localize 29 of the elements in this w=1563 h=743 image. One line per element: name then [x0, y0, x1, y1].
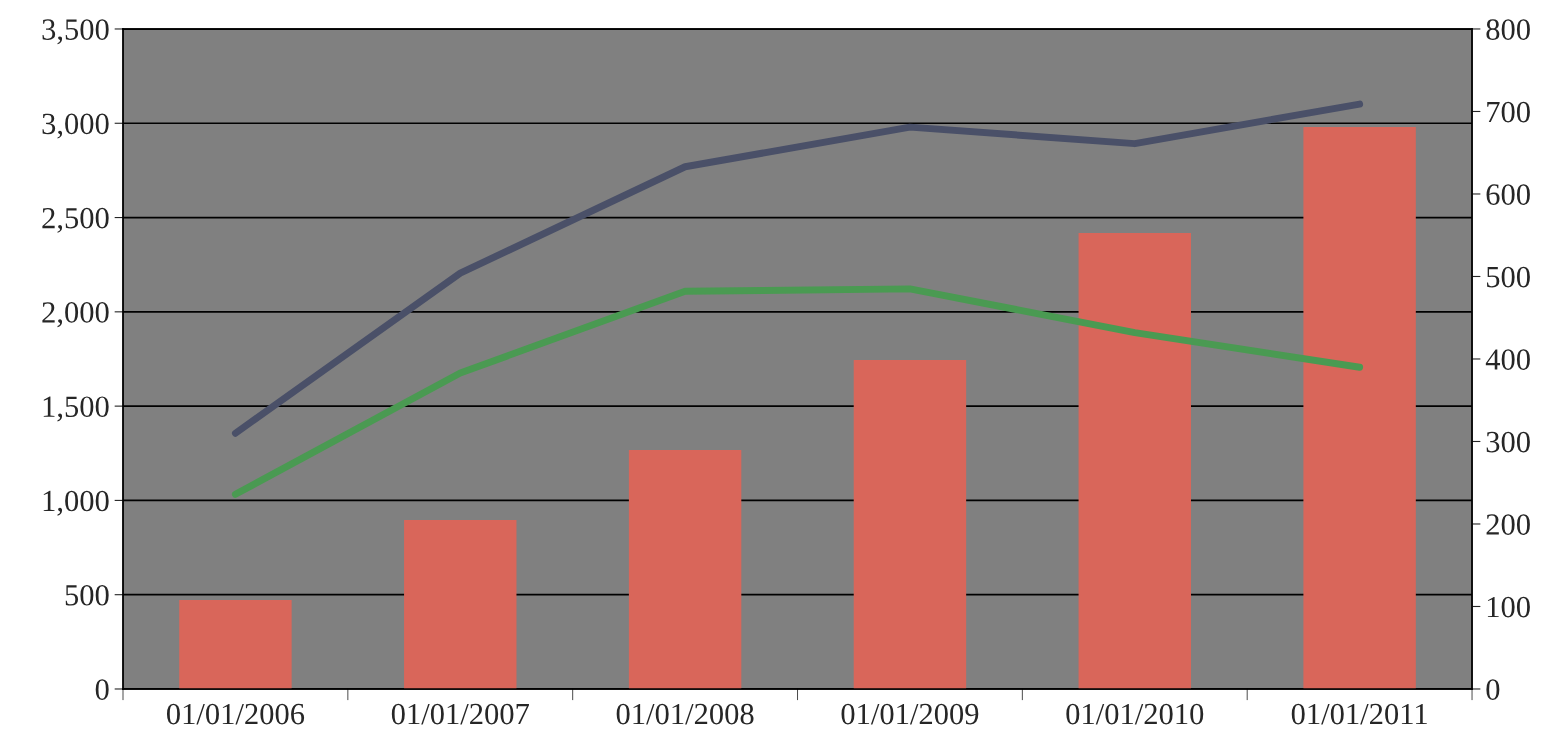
- y-tick-label: 0: [95, 679, 109, 700]
- bar: [179, 599, 292, 689]
- y-tick-label: 2,500: [42, 207, 109, 233]
- y-tick-label: 2,000: [42, 302, 109, 328]
- y2-tick-label: 700: [1487, 101, 1530, 123]
- y2-tick-label: 500: [1487, 266, 1530, 288]
- x-tick-label: 01/01/2011: [1291, 703, 1427, 725]
- y-tick-label: 3,000: [42, 113, 109, 139]
- y2-tick-label: 200: [1486, 514, 1530, 535]
- y2-tick-label: 0: [1486, 679, 1500, 700]
- bar: [1078, 233, 1191, 689]
- x-tick-label: 01/01/2010: [1066, 703, 1204, 725]
- y2-tick-label: 600: [1486, 184, 1530, 205]
- y2-tick-label: 800: [1486, 19, 1530, 40]
- y2-tick-label: 400: [1485, 349, 1530, 370]
- bar: [853, 360, 967, 689]
- x-tick-label: 01/01/2008: [616, 703, 754, 725]
- y-tick-label: 1,500: [43, 396, 109, 422]
- y-tick-label: 3,500: [42, 19, 109, 45]
- bar: [404, 520, 517, 689]
- y-tick-label: 500: [65, 584, 109, 606]
- bar: [1303, 127, 1416, 689]
- bar: [628, 450, 742, 689]
- y2-tick-label: 100: [1487, 596, 1530, 618]
- y2-tick-label: 300: [1486, 431, 1530, 453]
- x-tick-label: 01/01/2009: [841, 703, 979, 725]
- y-tick-label: 1,000: [43, 490, 109, 516]
- x-tick-label: 01/01/2007: [391, 703, 529, 725]
- x-tick-label: 01/01/2006: [166, 703, 305, 725]
